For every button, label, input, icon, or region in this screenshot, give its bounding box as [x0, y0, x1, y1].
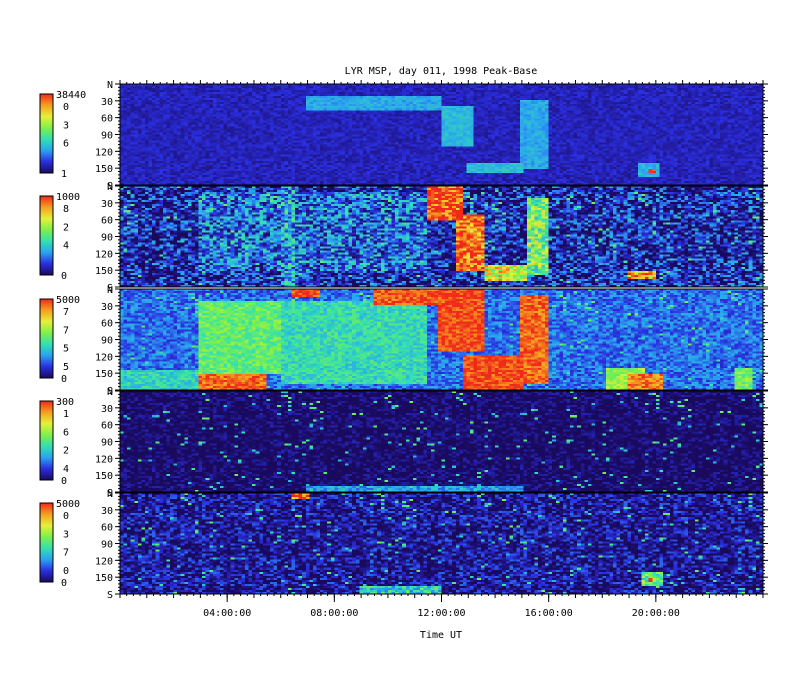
colorbar-min-label: 1 [61, 169, 67, 180]
colorbar-scale-label: 8 [63, 204, 69, 215]
heatmap-panel-4 [120, 391, 763, 492]
y-tick-label: S [107, 181, 113, 192]
y-tick-label: 90 [101, 131, 113, 142]
y-tick-label: 150 [95, 369, 113, 380]
colorbar-scale-label: 6 [63, 139, 69, 150]
y-tick-label: 30 [101, 506, 113, 517]
heatmap-panel-1 [120, 84, 763, 185]
y-tick-label: 120 [95, 454, 113, 465]
y-tick-label: 60 [101, 421, 113, 432]
colorbar-max-label: 5000 [56, 295, 80, 306]
colorbar-scale-label: 4 [63, 464, 69, 475]
colorbar-max-label: 300 [56, 397, 74, 408]
colorbar-scale-label: 3 [63, 120, 69, 131]
x-tick-label: 16:00:00 [525, 608, 573, 619]
colorbar-scale-label: 1 [63, 409, 69, 420]
colorbar-panel-3 [39, 298, 54, 379]
spectrogram-panel-4: N 30 60 90 120 150 S 300 0 1 6 2 4 [39, 387, 768, 499]
colorbar-scale-label: 2 [63, 222, 69, 233]
colorbar-scale-label: 7 [63, 325, 69, 336]
colorbar-scale-label: 0 [63, 511, 69, 522]
colorbar-scale-label: 0 [63, 102, 69, 113]
y-tick-label: 120 [95, 249, 113, 260]
colorbar-min-label: 0 [61, 374, 67, 385]
y-tick-label: S [107, 488, 113, 499]
colorbar-max-label: 5000 [56, 499, 80, 510]
y-tick-label: 120 [95, 147, 113, 158]
colorbar-scale-label: 0 [63, 566, 69, 577]
y-tick-label: 90 [101, 233, 113, 244]
y-tick-label: 30 [101, 199, 113, 210]
colorbar-scale-label: 7 [63, 307, 69, 318]
colorbar-scale-label: 7 [63, 548, 69, 559]
y-tick-label: 90 [101, 540, 113, 551]
y-tick-label: S [107, 590, 113, 601]
y-tick-label: 90 [101, 336, 113, 347]
colorbar-panel-4 [39, 400, 54, 481]
y-tick-label: S [107, 386, 113, 397]
x-tick-label: 08:00:00 [310, 608, 358, 619]
y-tick-label: N [107, 387, 113, 398]
y-tick-label: N [107, 182, 113, 193]
colorbar-scale-label: 3 [63, 529, 69, 540]
x-axis: 04:00:00 08:00:00 12:00:00 16:00:00 20:00:00 [119, 80, 764, 619]
y-tick-label: S [107, 283, 113, 294]
colorbar-scale-label: 6 [63, 427, 69, 438]
x-tick-label: 12:00:00 [417, 608, 465, 619]
y-tick-label: 60 [101, 319, 113, 330]
y-tick-label: 150 [95, 573, 113, 584]
heatmap-panel-3 [120, 289, 763, 390]
spectrogram-panel-2: N 30 60 90 120 150 S 1000 0 8 2 4 [39, 182, 768, 294]
colorbar-scale-label: 5 [63, 362, 69, 373]
colorbar-max-label: 38440 [56, 90, 86, 101]
panels: N306090120150S384401036N306090120150S100… [39, 80, 768, 601]
spectrogram-panel-3: N 30 60 90 120 150 S 5000 0 7 7 5 5 [39, 285, 768, 397]
y-tick-label: 150 [95, 266, 113, 277]
x-axis-label: Time UT [420, 630, 462, 641]
y-tick-label: N [107, 80, 113, 91]
x-tick-label: 20:00:00 [632, 608, 680, 619]
colorbar-min-label: 0 [61, 578, 67, 589]
colorbar-scale-label: 5 [63, 344, 69, 355]
colorbar-panel-2 [39, 195, 54, 276]
y-tick-label: 30 [101, 302, 113, 313]
heatmap-panel-5 [120, 493, 763, 594]
y-tick-label: 120 [95, 556, 113, 567]
y-tick-label: 120 [95, 352, 113, 363]
colorbar-scale-label: 2 [63, 446, 69, 457]
colorbar-min-label: 0 [61, 476, 67, 487]
y-tick-label: 30 [101, 97, 113, 108]
colorbar-scale-label: 4 [63, 241, 69, 252]
y-tick-label: 150 [95, 164, 113, 175]
y-tick-label: 60 [101, 523, 113, 534]
y-tick-label: 150 [95, 471, 113, 482]
spectrogram-panel-1: N 30 60 90 120 150 S 38440 1 0 3 6 [39, 80, 768, 192]
y-tick-label: 60 [101, 114, 113, 125]
colorbar-panel-5 [39, 502, 54, 583]
chart-title: LYR MSP, day 011, 1998 Peak-Base [345, 66, 538, 77]
y-tick-label: 60 [101, 216, 113, 227]
colorbar-max-label: 1000 [56, 192, 80, 203]
x-tick-label: 04:00:00 [203, 608, 251, 619]
colorbar-min-label: 0 [61, 271, 67, 282]
colorbar-panel-1 [39, 93, 54, 174]
heatmap-panel-2 [120, 186, 763, 287]
y-tick-label: N [107, 489, 113, 500]
y-tick-label: 90 [101, 438, 113, 449]
y-tick-label: N [107, 285, 113, 296]
y-tick-label: 30 [101, 404, 113, 415]
